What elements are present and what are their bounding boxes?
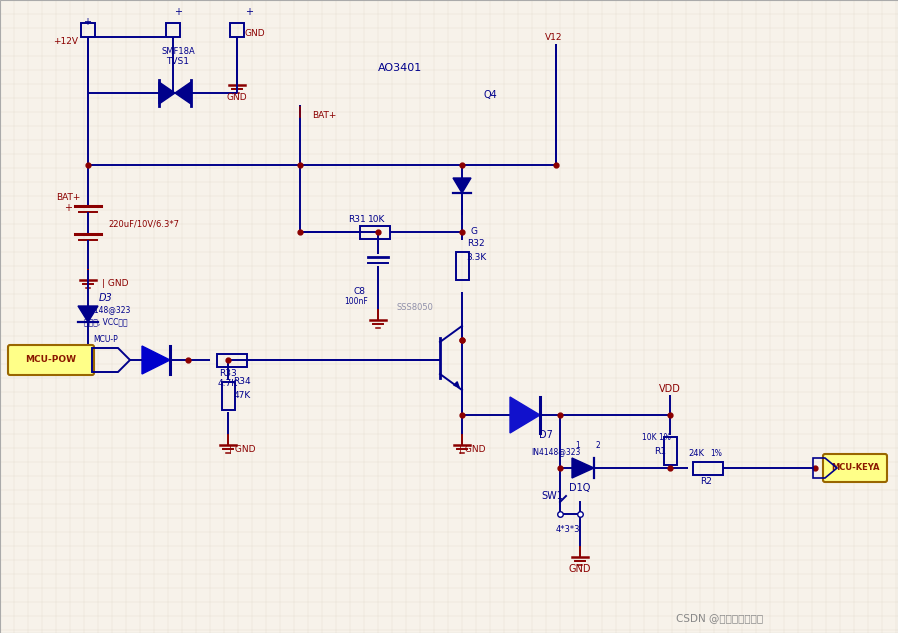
Text: GND: GND	[244, 30, 265, 39]
Text: MCU-POW: MCU-POW	[25, 356, 76, 365]
FancyBboxPatch shape	[8, 345, 94, 375]
Text: TVS1: TVS1	[166, 58, 189, 66]
Polygon shape	[175, 82, 191, 104]
Bar	[230, 23, 244, 37]
Text: R34: R34	[233, 377, 251, 387]
Text: R1: R1	[654, 446, 666, 456]
Bar	[81, 23, 95, 37]
Polygon shape	[572, 458, 594, 478]
Text: Q4: Q4	[483, 90, 497, 100]
Text: IN4148@323: IN4148@323	[532, 448, 581, 456]
Polygon shape	[142, 346, 170, 374]
Text: G: G	[471, 227, 478, 237]
Text: 2: 2	[595, 441, 601, 451]
Text: C8: C8	[354, 287, 366, 296]
Text: 24K: 24K	[688, 449, 704, 458]
Text: CSDN @小猪佩奇的弟弟: CSDN @小猪佩奇的弟弟	[676, 613, 763, 623]
Text: 开机后, VCC保持: 开机后, VCC保持	[84, 318, 128, 327]
Text: BAT+: BAT+	[56, 194, 80, 203]
Text: 1%: 1%	[710, 449, 722, 458]
Text: +: +	[83, 17, 91, 27]
Text: R2: R2	[700, 477, 712, 487]
Bar	[455, 252, 469, 280]
Text: SMF18A: SMF18A	[161, 47, 195, 56]
Bar	[222, 382, 234, 410]
Text: 10K 1%: 10K 1%	[642, 432, 671, 441]
Text: BAT+: BAT+	[312, 111, 336, 120]
Text: R31: R31	[348, 215, 365, 223]
Text: MCU-P: MCU-P	[93, 335, 119, 344]
Bar	[166, 23, 180, 37]
Polygon shape	[453, 178, 471, 193]
Text: +: +	[174, 7, 182, 17]
Text: +: +	[245, 7, 253, 17]
Text: +: +	[64, 203, 72, 213]
Text: R33: R33	[219, 370, 237, 379]
Text: SSS8050: SSS8050	[397, 303, 434, 313]
Polygon shape	[78, 306, 98, 322]
Text: | GND: | GND	[229, 444, 255, 453]
Text: D7: D7	[539, 430, 553, 440]
Text: GND: GND	[568, 564, 591, 574]
Text: 4.7K: 4.7K	[218, 380, 238, 389]
Text: 220uF/10V/6.3*7: 220uF/10V/6.3*7	[108, 220, 179, 229]
Text: 3.3K: 3.3K	[466, 253, 486, 263]
Text: 47K: 47K	[233, 391, 251, 401]
Bar	[360, 225, 390, 239]
Text: AO3401: AO3401	[378, 63, 422, 73]
Text: +12V: +12V	[54, 37, 78, 46]
Text: | GND: | GND	[459, 444, 485, 453]
Text: 10K: 10K	[368, 215, 385, 223]
Text: V12: V12	[545, 34, 563, 42]
Text: GND: GND	[226, 92, 247, 101]
Text: IN4148@323: IN4148@323	[82, 306, 131, 315]
Text: MCU-KEYA: MCU-KEYA	[831, 463, 879, 472]
Text: 100nF: 100nF	[344, 298, 368, 306]
Bar	[217, 353, 247, 367]
Text: 4*3*3: 4*3*3	[556, 525, 580, 534]
Text: VDD: VDD	[659, 384, 681, 394]
FancyBboxPatch shape	[823, 454, 887, 482]
Text: 1: 1	[576, 441, 580, 451]
Bar	[664, 437, 676, 465]
Text: D1Q: D1Q	[569, 483, 591, 493]
Text: SW1: SW1	[541, 491, 563, 501]
Text: R32: R32	[467, 239, 485, 249]
Bar	[693, 461, 723, 475]
Polygon shape	[159, 82, 175, 104]
Text: D3: D3	[99, 293, 113, 303]
Text: | GND: | GND	[102, 280, 128, 289]
Polygon shape	[510, 397, 540, 433]
